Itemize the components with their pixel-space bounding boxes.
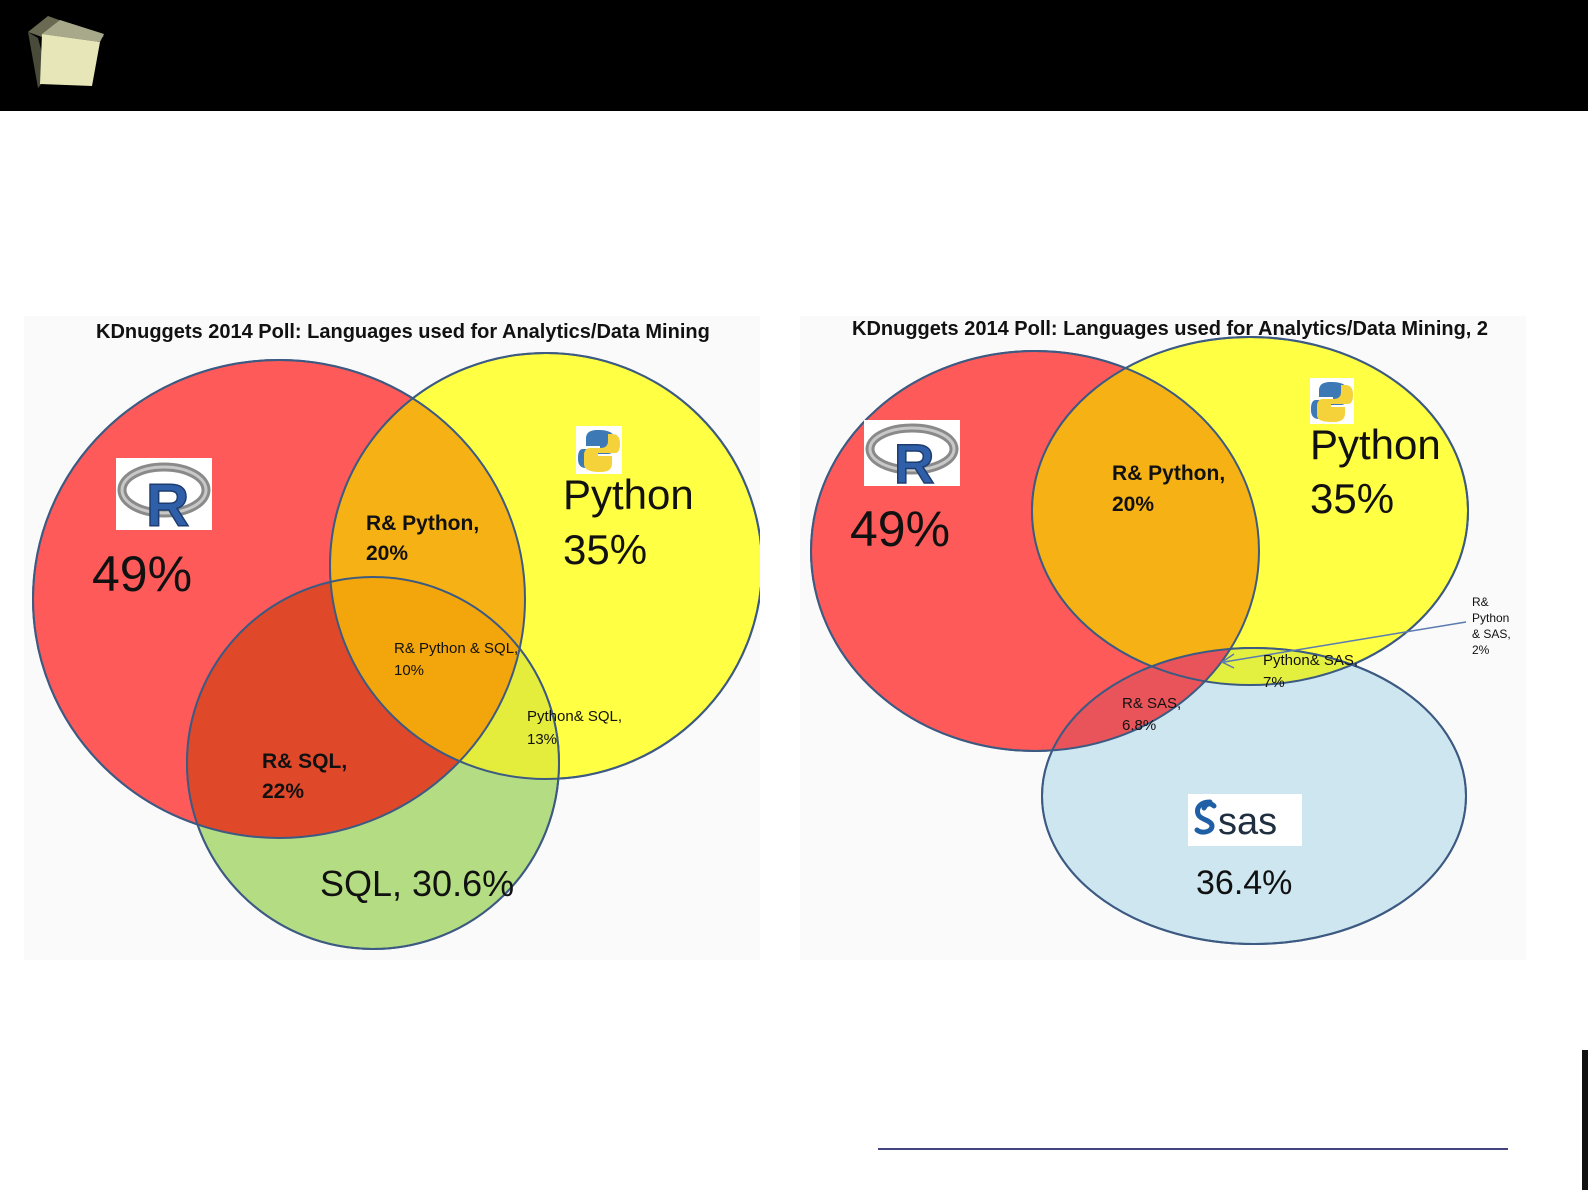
r-sas-label: R& SAS, bbox=[1122, 695, 1181, 712]
page-edge-mark bbox=[1582, 1050, 1588, 1190]
python-name: Python bbox=[563, 471, 694, 518]
left-chart-title: KDnuggets 2014 Poll: Languages used for … bbox=[96, 321, 710, 343]
r-python-label: R& Python, bbox=[1112, 462, 1225, 485]
venn-diagram-r-python-sas: KDnuggets 2014 Poll: Languages used for … bbox=[800, 316, 1526, 960]
r-sql-label: R& SQL, bbox=[262, 750, 347, 773]
python-logo-icon bbox=[576, 426, 622, 474]
r-python-sql-label: R& Python & SQL, bbox=[394, 640, 518, 657]
r-python-sas-value: 2% bbox=[1472, 643, 1490, 657]
r-sql-value: 22% bbox=[262, 780, 304, 803]
python-sql-label: Python& SQL, bbox=[527, 708, 622, 725]
r-python-sas-label-line-2: Python bbox=[1472, 611, 1509, 625]
svg-text:R: R bbox=[894, 432, 934, 495]
right-chart-title: KDnuggets 2014 Poll: Languages used for … bbox=[852, 318, 1488, 340]
venn-diagram-r-python-sql: KDnuggets 2014 Poll: Languages used for … bbox=[24, 316, 760, 960]
python-sas-label: Python& SAS, bbox=[1263, 652, 1358, 669]
cube-icon bbox=[28, 16, 104, 88]
python-sas-value: 7% bbox=[1263, 674, 1285, 691]
python-value: 35% bbox=[563, 526, 647, 573]
python-name: Python bbox=[1310, 421, 1441, 468]
r-python-value: 20% bbox=[1112, 493, 1154, 516]
python-logo-icon bbox=[1310, 378, 1354, 424]
sas-value: 36.4% bbox=[1196, 864, 1292, 902]
footer-rule bbox=[878, 1148, 1508, 1150]
r-python-label: R& Python, bbox=[366, 512, 479, 535]
r-sas-overlap bbox=[1042, 648, 1259, 751]
python-value: 35% bbox=[1310, 475, 1394, 522]
sql-label: SQL, 30.6% bbox=[320, 863, 514, 904]
sas-logo-icon: sas bbox=[1188, 794, 1302, 846]
r-value: 49% bbox=[850, 501, 950, 557]
python-sql-value: 13% bbox=[527, 731, 557, 748]
sas-logo-text: sas bbox=[1218, 801, 1277, 843]
r-sas-value: 6.8% bbox=[1122, 717, 1156, 734]
r-python-sas-label-line-3: & SAS, bbox=[1472, 627, 1511, 641]
r-python-value: 20% bbox=[366, 542, 408, 565]
r-python-overlap bbox=[1032, 351, 1259, 685]
r-logo-icon: R bbox=[116, 458, 212, 540]
r-python-sas-label-line-1: R& bbox=[1472, 595, 1489, 609]
header-bar bbox=[0, 0, 1588, 111]
svg-text:R: R bbox=[146, 472, 189, 539]
callout-arrow bbox=[1220, 621, 1467, 669]
r-python-sql-value: 10% bbox=[394, 662, 424, 679]
r-value: 49% bbox=[92, 546, 192, 602]
r-logo-icon: R bbox=[864, 420, 960, 496]
